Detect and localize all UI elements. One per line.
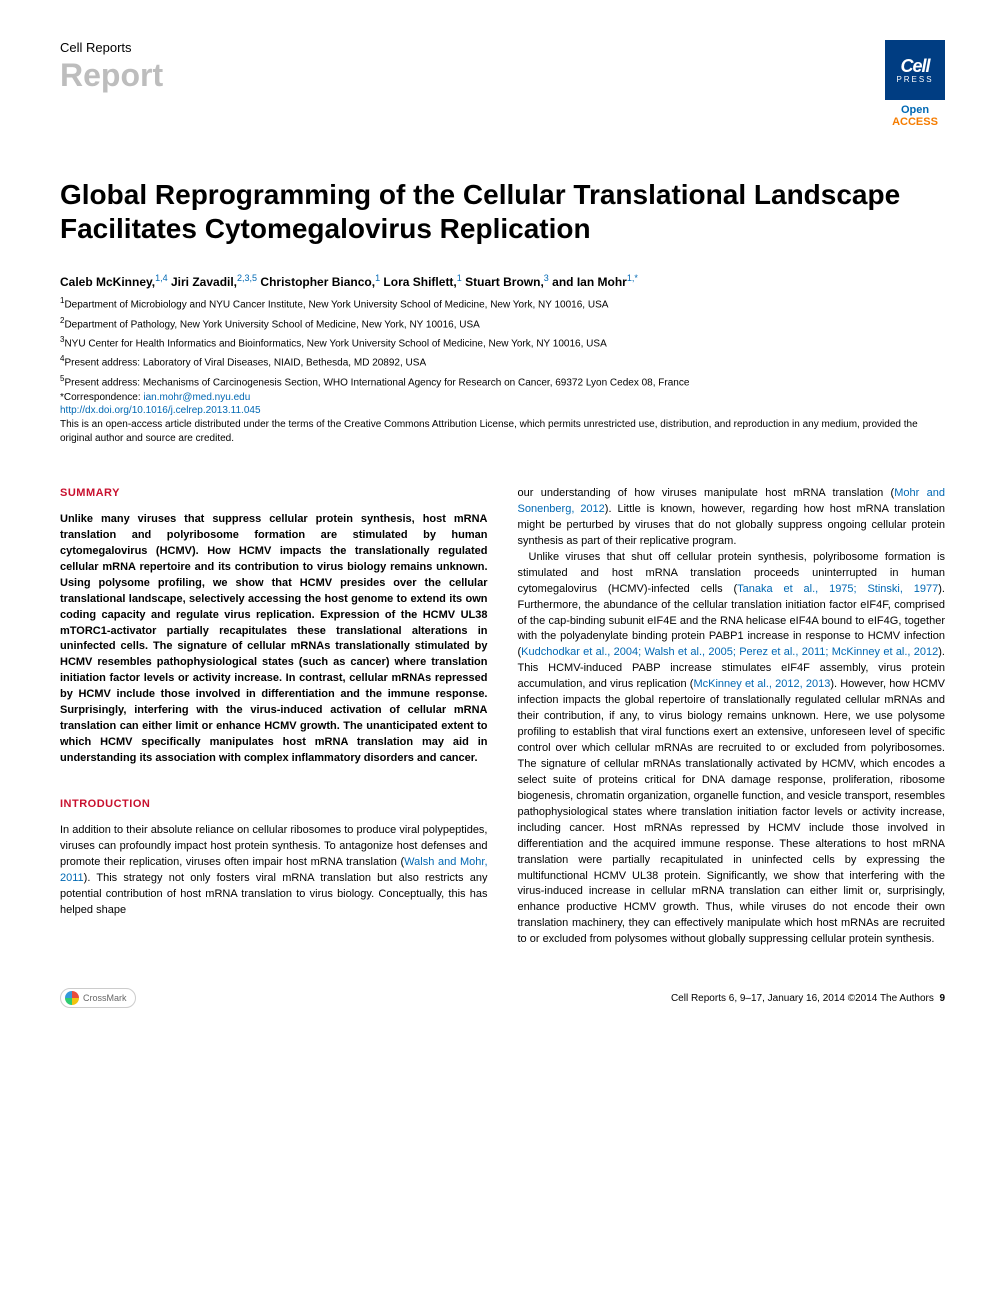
- page-footer: CrossMark Cell Reports 6, 9–17, January …: [60, 988, 945, 1008]
- two-column-body: SUMMARY Unlike many viruses that suppres…: [60, 486, 945, 948]
- affiliation-text: Present address: Mechanisms of Carcinoge…: [64, 377, 689, 388]
- journal-name: Cell Reports: [60, 40, 163, 55]
- affiliation-text: Department of Pathology, New York Univer…: [64, 319, 479, 330]
- badge-bottom: PRESS: [896, 75, 933, 84]
- author-name: and Ian Mohr: [549, 275, 627, 289]
- license-text: This is an open-access article distribut…: [60, 418, 945, 446]
- right-column: our understanding of how viruses manipul…: [518, 486, 946, 948]
- introduction-heading: INTRODUCTION: [60, 797, 488, 813]
- author-name: Stuart Brown,: [462, 275, 544, 289]
- col2-link-4[interactable]: McKinney et al., 2012, 2013: [693, 678, 830, 690]
- affiliation-line: 2Department of Pathology, New York Unive…: [60, 315, 945, 332]
- affiliation-line: 4Present address: Laboratory of Viral Di…: [60, 353, 945, 370]
- doi-link[interactable]: http://dx.doi.org/10.1016/j.celrep.2013.…: [60, 405, 261, 416]
- open-text: Open: [901, 104, 929, 116]
- col2-p2d: ). However, how HCMV infection impacts t…: [518, 678, 946, 945]
- correspondence-email[interactable]: ian.mohr@med.nyu.edu: [143, 392, 250, 403]
- affiliation-text: NYU Center for Health Informatics and Bi…: [64, 338, 606, 349]
- affiliation-line: 1Department of Microbiology and NYU Canc…: [60, 295, 945, 312]
- author-sup: 1,*: [627, 273, 638, 283]
- intro-text-left: In addition to their absolute reliance o…: [60, 823, 488, 919]
- badge-top: Cell: [900, 56, 929, 77]
- affiliation-line: 5Present address: Mechanisms of Carcinog…: [60, 373, 945, 390]
- badge-stack: Cell PRESS Open ACCESS: [885, 40, 945, 128]
- author-list: Caleb McKinney,1,4 Jiri Zavadil,2,3,5 Ch…: [60, 273, 945, 289]
- article-title: Global Reprogramming of the Cellular Tra…: [60, 178, 945, 245]
- crossmark-icon: [65, 991, 79, 1005]
- author-name: Lora Shiflett,: [380, 275, 457, 289]
- page-number: 9: [939, 993, 945, 1004]
- author-sup: 1,4: [155, 273, 168, 283]
- affiliation-line: 3NYU Center for Health Informatics and B…: [60, 334, 945, 351]
- access-text: ACCESS: [892, 116, 938, 128]
- author-name: Caleb McKinney,: [60, 275, 155, 289]
- open-access-label: Open ACCESS: [892, 104, 938, 128]
- correspondence: *Correspondence: ian.mohr@med.nyu.edu: [60, 392, 945, 403]
- doi-line: http://dx.doi.org/10.1016/j.celrep.2013.…: [60, 405, 945, 416]
- col2-link-3[interactable]: Kudchodkar et al., 2004; Walsh et al., 2…: [521, 646, 938, 658]
- cell-press-badge: Cell PRESS: [885, 40, 945, 100]
- summary-text: Unlike many viruses that suppress cellul…: [60, 512, 488, 767]
- crossmark-label: CrossMark: [83, 993, 127, 1003]
- author-name: Jiri Zavadil,: [168, 275, 237, 289]
- citation-text: Cell Reports 6, 9–17, January 16, 2014 ©…: [671, 993, 934, 1004]
- col2-link-2[interactable]: Tanaka et al., 1975; Stinski, 1977: [737, 583, 938, 595]
- affiliation-text: Present address: Laboratory of Viral Dis…: [64, 358, 426, 369]
- page-info: Cell Reports 6, 9–17, January 16, 2014 ©…: [671, 993, 945, 1004]
- crossmark-badge[interactable]: CrossMark: [60, 988, 136, 1008]
- col2-p1a: our understanding of how viruses manipul…: [518, 487, 895, 499]
- intro-text-right: our understanding of how viruses manipul…: [518, 486, 946, 948]
- author-sup: 2,3,5: [237, 273, 257, 283]
- correspondence-label: *Correspondence:: [60, 392, 143, 403]
- summary-heading: SUMMARY: [60, 486, 488, 502]
- left-column: SUMMARY Unlike many viruses that suppres…: [60, 486, 488, 948]
- header-left: Cell Reports Report: [60, 40, 163, 94]
- affiliations-block: 1Department of Microbiology and NYU Canc…: [60, 295, 945, 390]
- author-name: Christopher Bianco,: [257, 275, 375, 289]
- page-header: Cell Reports Report Cell PRESS Open ACCE…: [60, 40, 945, 128]
- affiliation-text: Department of Microbiology and NYU Cance…: [64, 300, 608, 311]
- intro-p1b: ). This strategy not only fosters viral …: [60, 872, 488, 916]
- section-type: Report: [60, 57, 163, 94]
